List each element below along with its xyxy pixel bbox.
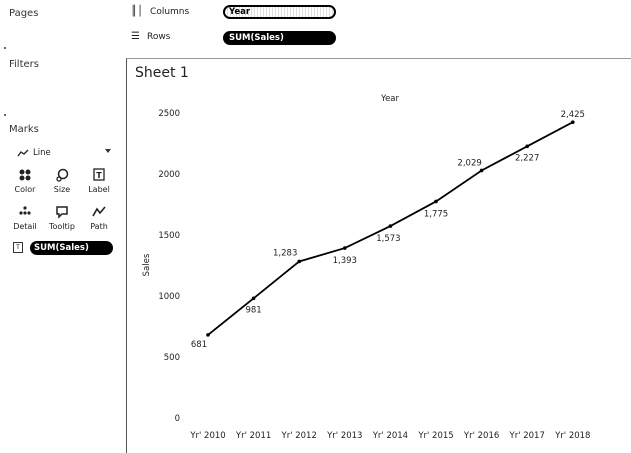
y-tick-label: 2500 [158, 109, 180, 119]
label-card[interactable]: T Label [81, 168, 117, 194]
data-point [251, 296, 256, 301]
x-tick-label: Yr' 2016 [463, 431, 499, 441]
line-chart: Year Sales 0 500 1000 1500 2000 2500 Yr' 2010 Yr'… [142, 94, 590, 441]
path-card[interactable]: Path [81, 205, 117, 231]
rows-sum-sales-pill[interactable]: SUM(Sales) [223, 31, 336, 45]
path-card-label: Path [90, 222, 108, 231]
tooltip-card-label: Tooltip [49, 222, 75, 231]
size-card[interactable]: Size [44, 168, 80, 194]
y-tick-label: 1500 [158, 231, 180, 241]
y-tick-label: 500 [164, 353, 180, 363]
data-label: 681 [191, 340, 207, 350]
rows-icon: ☰ [131, 31, 140, 42]
marks-sum-sales-pill[interactable]: SUM(Sales) [30, 241, 113, 255]
path-icon [92, 206, 106, 217]
detail-card-label: Detail [13, 222, 37, 231]
marks-sum-sales-pill-label: SUM(Sales) [34, 243, 89, 253]
line-icon [17, 149, 29, 157]
columns-icon: ║│ [131, 6, 144, 17]
data-point [571, 120, 575, 124]
data-label: 2,227 [515, 153, 539, 163]
chart-title: Year [380, 94, 400, 104]
size-icon [56, 168, 69, 182]
label-card-label: Label [88, 185, 110, 194]
divider-dot [4, 114, 6, 116]
data-label: 981 [245, 305, 261, 315]
x-tick-label: Yr' 2015 [417, 431, 453, 441]
data-point [297, 259, 301, 264]
data-point [525, 144, 529, 149]
left-panel: Pages Filters Marks Line Color Size T La… [0, 0, 126, 453]
data-point [434, 199, 438, 204]
rows-label: Rows [146, 31, 171, 42]
columns-label: Columns [150, 6, 190, 17]
data-point [343, 246, 347, 250]
color-card-label: Color [14, 185, 36, 194]
data-label: 2,425 [561, 110, 585, 120]
x-tick-label: Yr' 2011 [235, 431, 271, 441]
year-pill-label: Year [229, 7, 251, 17]
mark-type-dropdown[interactable]: Line [17, 146, 113, 160]
year-pill[interactable]: Year [223, 5, 336, 19]
columns-shelf-label: ║│ Columns [131, 6, 189, 17]
rows-sum-sales-pill-label: SUM(Sales) [229, 33, 284, 43]
tooltip-card[interactable]: Tooltip [44, 205, 80, 231]
data-label: 1,775 [424, 209, 448, 219]
mark-type-label: Line [33, 148, 51, 158]
detail-card[interactable]: Detail [7, 205, 43, 231]
sheet-area: Sheet 1 Year Sales 0 500 1000 1500 2000 2500 Yr'… [126, 58, 631, 453]
color-card[interactable]: Color [7, 168, 43, 194]
x-tick-label: Yr' 2010 [189, 431, 225, 441]
data-label: 1,283 [273, 248, 297, 258]
data-point [206, 333, 210, 337]
color-icon [19, 169, 31, 181]
x-tick-label: Yr' 2012 [281, 431, 317, 441]
y-tick-label: 0 [175, 414, 180, 424]
chevron-down-icon [105, 149, 111, 153]
tooltip-icon [56, 206, 68, 219]
y-tick-label: 2000 [158, 170, 180, 180]
data-point [479, 168, 484, 173]
data-label: 2,029 [457, 158, 481, 168]
divider-dot [4, 47, 6, 49]
label-icon: T [93, 168, 105, 181]
text-mark-icon: T [13, 242, 23, 253]
data-point [388, 224, 393, 228]
x-tick-label: Yr' 2013 [326, 431, 362, 441]
svg-text:T: T [96, 171, 102, 180]
sheet-title: Sheet 1 [135, 65, 189, 81]
size-card-label: Size [53, 185, 71, 194]
y-tick-label: 1000 [158, 292, 180, 302]
filters-title: Filters [9, 59, 39, 70]
y-axis-label: Sales [142, 253, 152, 276]
detail-icon [19, 206, 31, 215]
data-label: 1,573 [376, 234, 400, 244]
x-tick-label: Yr' 2014 [372, 431, 408, 441]
x-tick-label: Yr' 2018 [554, 431, 590, 441]
marks-title: Marks [9, 124, 39, 135]
rows-shelf-label: ☰ Rows [131, 31, 170, 42]
pages-title: Pages [9, 8, 39, 19]
x-tick-label: Yr' 2017 [509, 431, 545, 441]
data-label: 1,393 [333, 256, 357, 266]
